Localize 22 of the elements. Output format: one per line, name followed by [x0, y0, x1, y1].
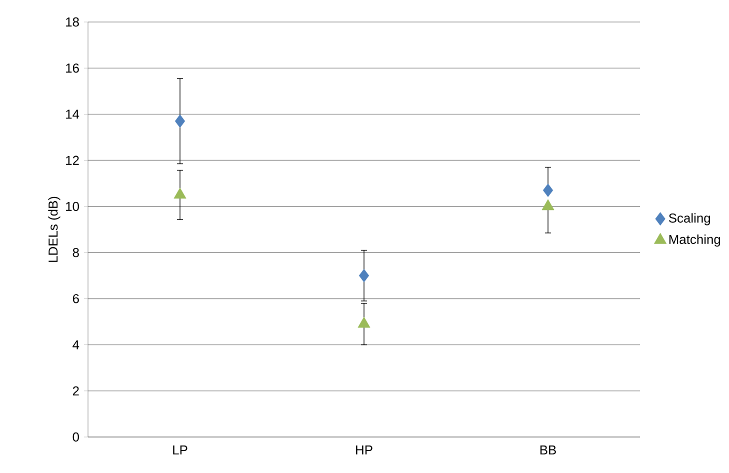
- y-tick-label: 14: [66, 110, 80, 119]
- legend-label: Matching: [669, 234, 720, 247]
- y-tick-label: 18: [66, 17, 79, 27]
- point: [542, 184, 554, 198]
- point: [174, 114, 186, 128]
- point: [358, 316, 370, 328]
- y-axis-title: LDELs (dB): [48, 196, 60, 262]
- point: [358, 268, 370, 282]
- y-tick-label: 16: [66, 64, 79, 73]
- x-tick-label: HP: [356, 446, 372, 454]
- y-tick-label: 12: [66, 156, 79, 165]
- y-tick-label: 2: [72, 386, 79, 396]
- point: [174, 188, 186, 199]
- point: [542, 199, 554, 210]
- y-tick-label: 6: [72, 294, 79, 304]
- y-tick-label: 10: [66, 202, 79, 212]
- y-tick-label: 8: [72, 248, 79, 258]
- legend-label: Scaling: [668, 213, 710, 226]
- x-tick-label: BB: [540, 446, 556, 454]
- y-tick-label: 4: [72, 340, 80, 350]
- x-tick-label: LP: [173, 446, 188, 454]
- y-tick-label: 0: [72, 432, 79, 442]
